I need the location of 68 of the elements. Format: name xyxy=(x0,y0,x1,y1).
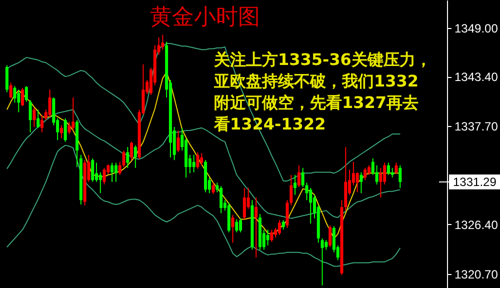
candlestick xyxy=(60,124,63,139)
candlestick xyxy=(282,220,285,230)
candlestick xyxy=(24,86,28,102)
candlestick xyxy=(91,158,94,182)
y-tick-label: 1349.00 xyxy=(454,21,498,36)
candlestick xyxy=(64,118,67,142)
candlestick xyxy=(394,162,398,175)
candlestick xyxy=(328,224,332,248)
candlestick xyxy=(192,154,196,173)
candlestick xyxy=(375,164,378,185)
candlestick xyxy=(102,167,106,185)
candlestick xyxy=(36,109,40,128)
y-tick-label: 1343.40 xyxy=(454,70,498,84)
chart-title: 黄金小时图 xyxy=(150,5,260,30)
candlestick xyxy=(196,152,200,170)
candlestick xyxy=(390,167,394,178)
candlestick xyxy=(360,172,363,194)
candlestick xyxy=(294,174,297,196)
candlestick xyxy=(134,144,137,168)
candlestick xyxy=(290,174,293,206)
candlestick xyxy=(239,218,242,233)
candlestick xyxy=(398,164,402,188)
candlestick xyxy=(68,121,71,134)
candlestick xyxy=(286,200,289,228)
candlestick xyxy=(126,146,130,168)
candlestick xyxy=(176,130,180,153)
candlestick xyxy=(266,229,270,246)
line-series xyxy=(6,144,401,267)
candlestick xyxy=(383,162,386,185)
candlestick xyxy=(130,141,134,161)
candlestick xyxy=(9,82,12,99)
candlestick xyxy=(309,187,312,224)
candlestick xyxy=(220,186,223,214)
text: 1331.29 xyxy=(453,174,497,189)
candlestick xyxy=(212,182,215,195)
candlestick xyxy=(17,89,20,113)
y-tick-label: 1320.70 xyxy=(454,268,498,282)
candlestick xyxy=(297,164,300,188)
candlestick xyxy=(254,197,258,258)
annotation: 附近可做空，先看1327再去 xyxy=(214,93,419,112)
candlestick xyxy=(324,240,328,250)
candlestick xyxy=(94,162,98,182)
candlestick xyxy=(379,167,382,198)
candlestick xyxy=(320,238,324,286)
candlestick xyxy=(242,187,246,220)
candlestick xyxy=(235,218,238,233)
candlestick xyxy=(32,107,36,128)
y-tick-label: 1326.40 xyxy=(454,218,498,232)
candlestick xyxy=(72,96,75,132)
candlestick xyxy=(114,162,118,182)
candlestick xyxy=(13,86,16,104)
candlestick xyxy=(110,162,114,182)
candlestick xyxy=(21,87,24,107)
candlestick xyxy=(28,100,32,133)
candlestick xyxy=(386,162,390,176)
candlestick xyxy=(5,64,8,93)
candlestick xyxy=(40,114,44,133)
candlestick xyxy=(270,229,274,242)
candlestick xyxy=(98,172,102,194)
candlestick xyxy=(48,89,52,118)
candlestick xyxy=(356,172,359,193)
candlestick xyxy=(231,214,234,244)
candlestick xyxy=(368,164,371,176)
candlestick xyxy=(364,167,367,181)
annotation: 关注上方1335-36关键压力， xyxy=(213,50,432,69)
candlestick xyxy=(278,220,281,236)
candlestick xyxy=(200,152,204,166)
y-tick-label: 1337.70 xyxy=(454,120,498,134)
